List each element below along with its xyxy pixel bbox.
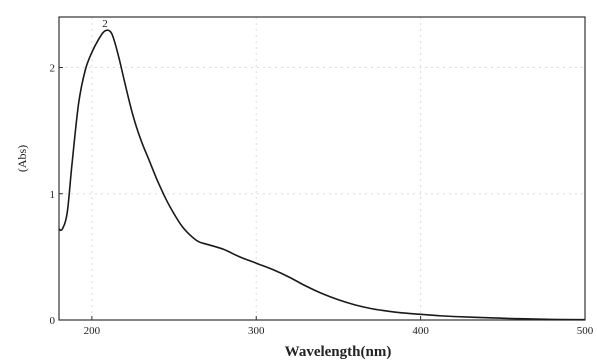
x-axis: 200 300 400 500: [84, 316, 594, 337]
x-axis-title: Wavelength(nm): [285, 344, 392, 360]
x-tick-label: 500: [577, 325, 594, 337]
y-axis: 0 1 2: [50, 63, 63, 327]
y-tick-label: 1: [50, 189, 56, 201]
y-tick-label: 2: [50, 63, 56, 75]
y-axis-title: (Abs): [15, 145, 29, 172]
absorbance-curve: [58, 29, 586, 321]
plot-frame: [58, 16, 586, 321]
faint-grid: [59, 17, 585, 320]
x-tick-label: 400: [412, 325, 429, 337]
y-tick-label: 0: [50, 315, 56, 327]
x-tick-label: 200: [84, 325, 101, 337]
x-tick-label: 300: [248, 325, 265, 337]
peak-label: 2: [102, 18, 108, 30]
